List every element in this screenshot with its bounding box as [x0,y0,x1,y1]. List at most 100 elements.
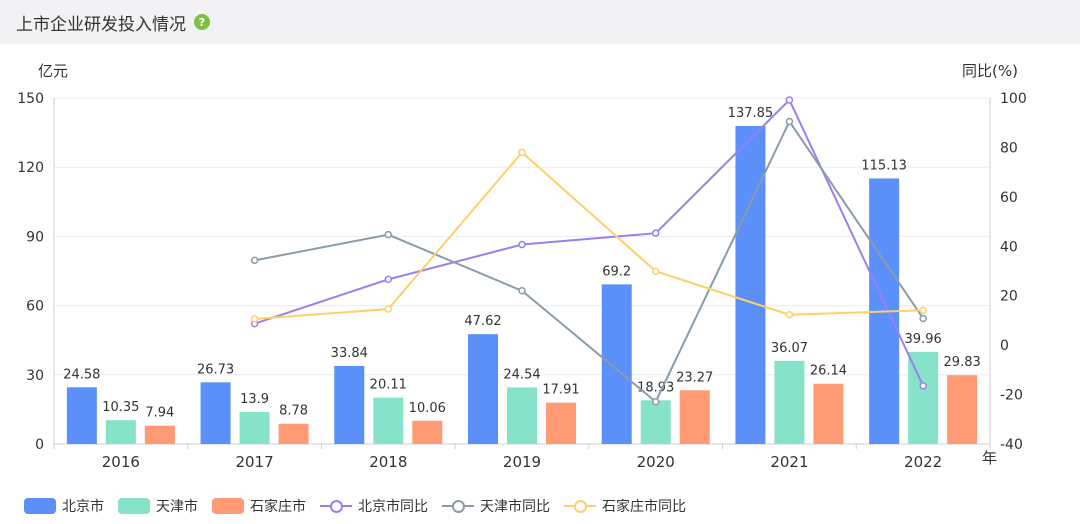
bar [908,351,939,444]
y2-tick-label: 100 [1000,91,1027,107]
line-point [651,397,660,406]
chart-legend: 北京市 天津市 石家庄市 北京市同比 天津市同比 石家庄市同比 [24,494,686,518]
line-point [651,229,660,237]
line-point [919,382,927,390]
bar-value-label: 69.2 [602,264,631,279]
y-tick-label: 150 [17,91,44,107]
bar [679,390,710,444]
legend-bar-swatch [212,498,244,514]
line-point [384,275,393,284]
bar [66,387,97,444]
bar [200,382,231,444]
line-point [919,306,927,315]
bar-value-label: 8.78 [279,404,308,419]
legend-label: 北京市同比 [358,499,428,515]
bar [373,397,404,444]
bar-value-label: 10.06 [409,401,446,416]
bar-value-label: 115.13 [861,158,907,173]
line-point [384,305,393,313]
bar [774,360,805,444]
x-tick-label: 2018 [369,453,407,471]
bar [813,383,844,444]
x-tick-label: 2022 [904,453,942,471]
line-point [785,117,794,126]
bar [640,400,671,444]
y2-axis-title: 同比(%) [962,62,1018,80]
legend-label: 石家庄市 [250,499,306,515]
legend-label: 天津市同比 [480,499,550,515]
legend-line-swatch [320,498,352,514]
chart-title: 上市企业研发投入情况 [16,14,186,35]
bar [507,387,537,444]
help-icon[interactable]: ? [194,14,210,30]
bar-value-label: 137.85 [728,106,774,121]
bar-value-label: 13.9 [240,392,269,407]
bar-value-label: 29.83 [944,355,981,370]
bar [412,420,443,444]
x-tick-label: 2019 [503,453,541,471]
legend-bar-swatch [24,498,56,514]
line-point [250,256,259,265]
legend-item[interactable]: 天津市同比 [442,496,550,516]
series-line [254,120,924,403]
y2-tick-label: 20 [1000,289,1018,305]
bar [105,420,136,444]
x-tick-label: 2021 [770,453,808,471]
y-tick-label: 0 [35,437,44,453]
legend-item[interactable]: 石家庄市 [212,496,306,516]
bar-value-label: 47.62 [464,314,501,329]
bar [334,365,365,444]
line-point [518,148,526,157]
y2-tick-label: -40 [1000,437,1023,453]
series-line [254,151,924,320]
legend-line-swatch [564,498,596,514]
line-point [785,96,794,104]
chart-canvas: 0 30 60 90 120 150 -40 -20 0 20 40 60 80 100 亿元 同比(%) 年 2… [17,62,1027,471]
y-tick-label: 90 [26,229,44,245]
x-tick-label: 2020 [637,453,675,471]
legend-item[interactable]: 天津市 [118,496,198,516]
legend-item[interactable]: 北京市 [24,496,104,516]
y-tick-label: 60 [26,299,44,315]
line-point [919,314,927,323]
legend-bar-swatch [118,498,150,514]
y2-tick-label: 0 [1000,338,1009,354]
series-line [254,98,925,387]
legend-label: 石家庄市同比 [602,499,686,515]
x-tick-label: 2017 [235,453,273,471]
bar [947,375,978,444]
line-point [250,315,259,323]
bar-value-label: 36.07 [771,341,808,356]
y2-tick-label: 40 [1000,239,1018,255]
y2-tick-label: 60 [1000,190,1018,206]
legend-item[interactable]: 石家庄市同比 [564,496,686,516]
bar [546,402,576,444]
line-point [518,240,526,249]
bar [468,334,498,444]
line-point [651,267,660,275]
bar-value-label: 26.73 [197,362,234,377]
legend-label: 北京市 [62,499,104,515]
bar [735,126,766,444]
y-tick-label: 30 [26,368,44,384]
line-point [518,287,526,295]
y2-tick-label: -20 [1000,388,1023,404]
bar-value-label: 39.96 [905,332,942,347]
bar-value-label: 33.84 [331,346,368,361]
chart-header: 上市企业研发投入情况 ? [0,0,1080,44]
bar-value-label: 24.58 [63,367,100,382]
y2-tick-label: 80 [1000,140,1018,156]
bar-value-label: 26.14 [810,364,847,379]
x-axis-title: 年 [982,449,997,467]
bar [239,411,270,444]
bar-value-label: 17.91 [542,383,579,398]
bar [144,425,175,444]
y-axis-title: 亿元 [38,62,68,80]
bar-value-label: 18.93 [637,380,674,395]
bar [278,423,309,444]
legend-label: 天津市 [156,499,198,515]
bar-value-label: 20.11 [370,378,407,393]
legend-line-swatch [442,498,474,514]
legend-item[interactable]: 北京市同比 [320,496,428,516]
y-tick-label: 120 [17,160,44,176]
